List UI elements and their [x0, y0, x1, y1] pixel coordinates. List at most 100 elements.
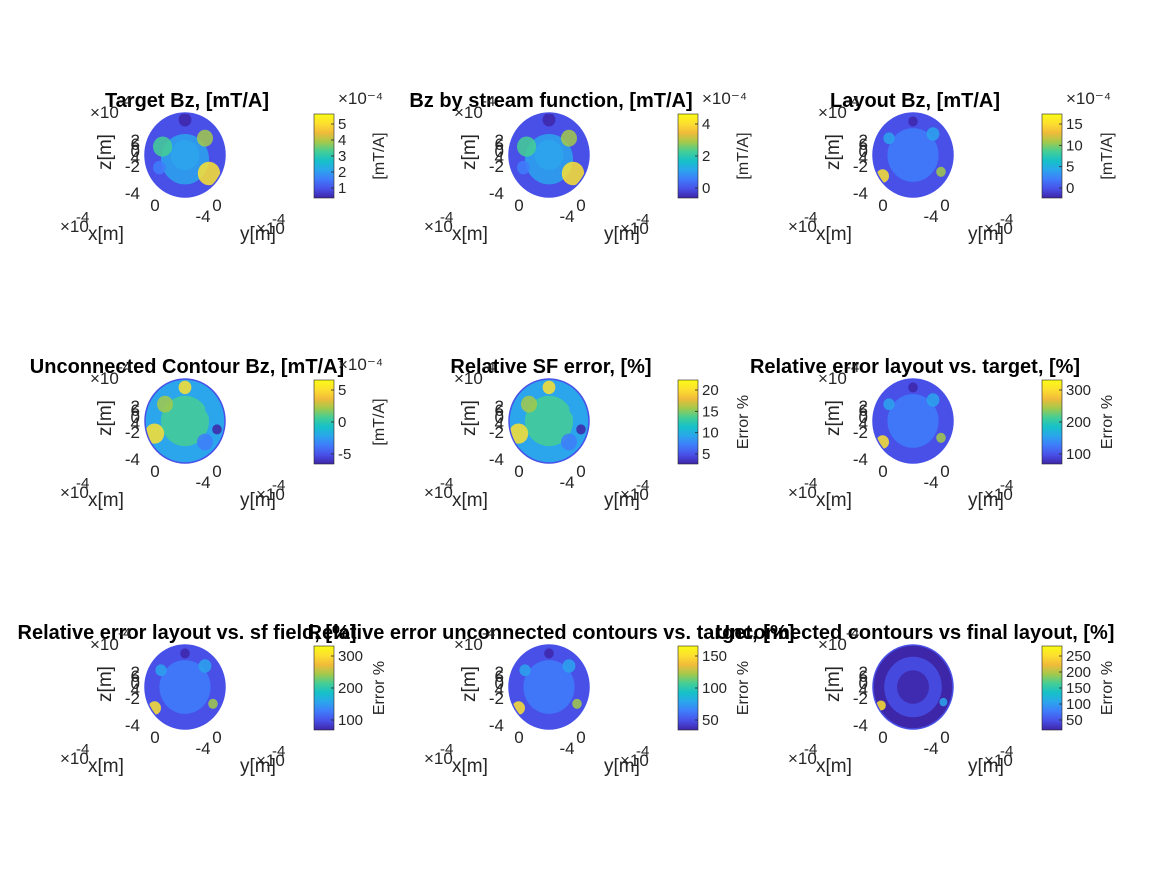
- y-tick-label: -4: [559, 207, 574, 226]
- heatmap-rim: [508, 644, 590, 730]
- z-exponent-base: ×10: [818, 103, 847, 122]
- y-tick-label: -4: [923, 739, 938, 758]
- z-tick-label: 2: [859, 397, 868, 416]
- x-exponent-power: -4: [76, 475, 89, 492]
- y-tick-label: 0: [212, 196, 221, 215]
- z-exponent-base: ×10: [90, 635, 119, 654]
- x-axis-label: x[m]: [88, 756, 124, 777]
- x-exponent-base: ×10: [788, 217, 817, 236]
- colorbar-label: Error %: [1099, 661, 1116, 715]
- z-tick-label: 0: [859, 408, 868, 427]
- x-tick-label: 0: [514, 728, 523, 747]
- z-tick-label: 6: [495, 135, 504, 154]
- x-axis-label: x[m]: [88, 224, 124, 245]
- x-tick-label: 0: [878, 196, 887, 215]
- y-axis-label: y[m]: [240, 224, 276, 245]
- z-tick-label: 6: [859, 667, 868, 686]
- z-tick-label: 4: [859, 414, 868, 433]
- x-exponent-base: ×10: [60, 483, 89, 502]
- colorbar-exponent: ×10⁻⁴: [338, 355, 383, 374]
- z-axis-label: z[m]: [459, 134, 480, 170]
- heatmap-cell: [572, 698, 582, 709]
- z-tick-label: 2: [131, 131, 140, 150]
- y-exponent-power: -4: [1000, 477, 1013, 494]
- y-tick-label: 0: [940, 462, 949, 481]
- z-tick-label: -4: [125, 716, 140, 735]
- y-exponent-base: ×10: [984, 485, 1013, 504]
- colorbar-tick-label: 15: [702, 403, 719, 420]
- heatmap-cell: [908, 382, 918, 393]
- heatmap-surface: [145, 379, 225, 463]
- colorbar-tick-label: 100: [1066, 446, 1091, 463]
- colorbar-tick-label: 10: [702, 425, 719, 442]
- z-tick-label: 6: [859, 135, 868, 154]
- colorbar-tick-label: 250: [1066, 648, 1091, 665]
- subplot-title: Unconnected Contour Bz, [mT/A]: [30, 356, 344, 378]
- z-exponent-power: -4: [118, 93, 131, 110]
- heatmap-cell: [180, 648, 190, 659]
- heatmap-cell: [534, 139, 564, 171]
- subplot-8: Relative error unconnected contours vs. …: [308, 622, 795, 777]
- colorbar-tick-label: 200: [1066, 664, 1091, 681]
- subplot-title: Relative error unconnected contours vs. …: [308, 622, 795, 644]
- y-axis-label: y[m]: [604, 756, 640, 777]
- colorbar-tick-label: 100: [338, 712, 363, 729]
- x-axis-label: x[m]: [452, 224, 488, 245]
- z-tick-label: 2: [495, 131, 504, 150]
- y-exponent-base: ×10: [256, 219, 285, 238]
- x-tick-label: 0: [514, 462, 523, 481]
- z-tick-label: 0: [495, 674, 504, 693]
- heatmap-cell: [159, 660, 211, 714]
- colorbar-tick-label: 150: [1066, 680, 1091, 697]
- z-tick-label: -2: [489, 157, 504, 176]
- subplot-title: Relative error layout vs. target, [%]: [750, 356, 1080, 378]
- subplot-title: Relative error layout vs. sf field, [%]: [18, 622, 357, 644]
- y-axis-label: y[m]: [968, 224, 1004, 245]
- heatmap-cell: [155, 664, 167, 677]
- heatmap-cell: [936, 432, 946, 443]
- colorbar-tick-label: 4: [702, 116, 710, 133]
- x-tick-label: 0: [514, 196, 523, 215]
- subplot-title: Unconnected contours vs final layout, [%…: [716, 622, 1115, 644]
- subplot-title: Target Bz, [mT/A]: [105, 90, 269, 112]
- z-exponent-base: ×10: [454, 369, 483, 388]
- y-tick-label: 0: [576, 196, 585, 215]
- z-tick-label: 6: [495, 667, 504, 686]
- colorbar-tick-label: 200: [1066, 414, 1091, 431]
- heatmap-cell: [197, 433, 213, 451]
- y-tick-label: -4: [195, 207, 210, 226]
- colorbar-exponent: ×10⁻⁴: [338, 89, 383, 108]
- colorbar-label: Error %: [735, 661, 752, 715]
- y-tick-label: -4: [195, 739, 210, 758]
- x-tick-label: 0: [150, 196, 159, 215]
- z-axis-label: z[m]: [823, 666, 844, 702]
- z-tick-label: 0: [859, 142, 868, 161]
- subplot-3: Layout Bz, [mT/A]×10-46420-2-4z[m]0-40×1…: [788, 89, 1116, 245]
- heatmap-cell: [205, 400, 221, 417]
- y-exponent-base: ×10: [256, 751, 285, 770]
- x-axis-label: x[m]: [816, 224, 852, 245]
- colorbar-tick-label: 5: [702, 446, 710, 463]
- x-axis-label: x[m]: [816, 490, 852, 511]
- x-axis-label: x[m]: [88, 490, 124, 511]
- z-exponent-power: -4: [846, 359, 859, 376]
- y-exponent-power: -4: [1000, 743, 1013, 760]
- heatmap-cell: [519, 664, 531, 677]
- y-axis-label: y[m]: [240, 756, 276, 777]
- y-exponent-base: ×10: [620, 219, 649, 238]
- heatmap-cell: [562, 659, 576, 673]
- x-exponent-power: -4: [440, 209, 453, 226]
- colorbar-tick-label: 100: [1066, 696, 1091, 713]
- colorbar: [677, 379, 699, 465]
- y-exponent-power: -4: [272, 477, 285, 494]
- z-axis-label: z[m]: [95, 400, 116, 436]
- colorbar-tick-label: 20: [702, 382, 719, 399]
- heatmap-rim: [872, 644, 954, 730]
- subplot-6: Relative error layout vs. target, [%]×10…: [750, 356, 1116, 511]
- colorbar-tick-label: 100: [702, 680, 727, 697]
- z-exponent-base: ×10: [818, 369, 847, 388]
- x-exponent-base: ×10: [788, 483, 817, 502]
- heatmap-cell: [561, 433, 577, 451]
- z-tick-label: -4: [489, 450, 504, 469]
- y-axis-label: y[m]: [968, 756, 1004, 777]
